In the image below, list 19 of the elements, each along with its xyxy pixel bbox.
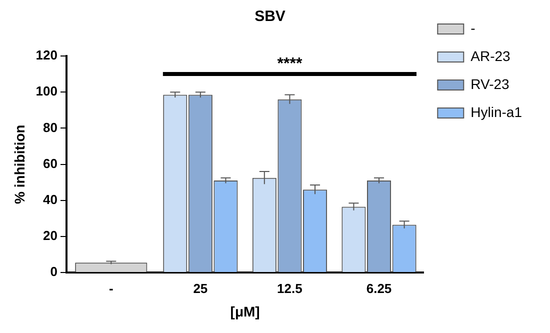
legend-label: RV-23 <box>470 76 510 92</box>
y-tick-label: 80 <box>43 120 58 135</box>
y-tick-label: 20 <box>43 228 58 244</box>
legend-label: - <box>470 20 476 36</box>
y-tick-label: 120 <box>36 48 58 63</box>
y-axis-title: % inhibition <box>11 124 28 204</box>
chart-title: SBV <box>254 8 286 26</box>
x-tick-label: 12.5 <box>277 280 302 296</box>
y-tick-label: 0 <box>50 264 58 280</box>
y-tick-label: 100 <box>36 84 58 99</box>
legend-label: Hylin-a1 <box>470 104 522 120</box>
y-tick-label: 40 <box>43 192 58 207</box>
annotation: **** <box>277 55 303 72</box>
y-tick-label: 60 <box>43 156 58 171</box>
legend-label: AR-23 <box>470 48 511 64</box>
x-tick-label: - <box>108 280 114 296</box>
x-tick-label: 25 <box>193 280 208 296</box>
x-axis-title: [μM] <box>230 303 260 320</box>
x-tick-label: 6.25 <box>366 280 392 296</box>
